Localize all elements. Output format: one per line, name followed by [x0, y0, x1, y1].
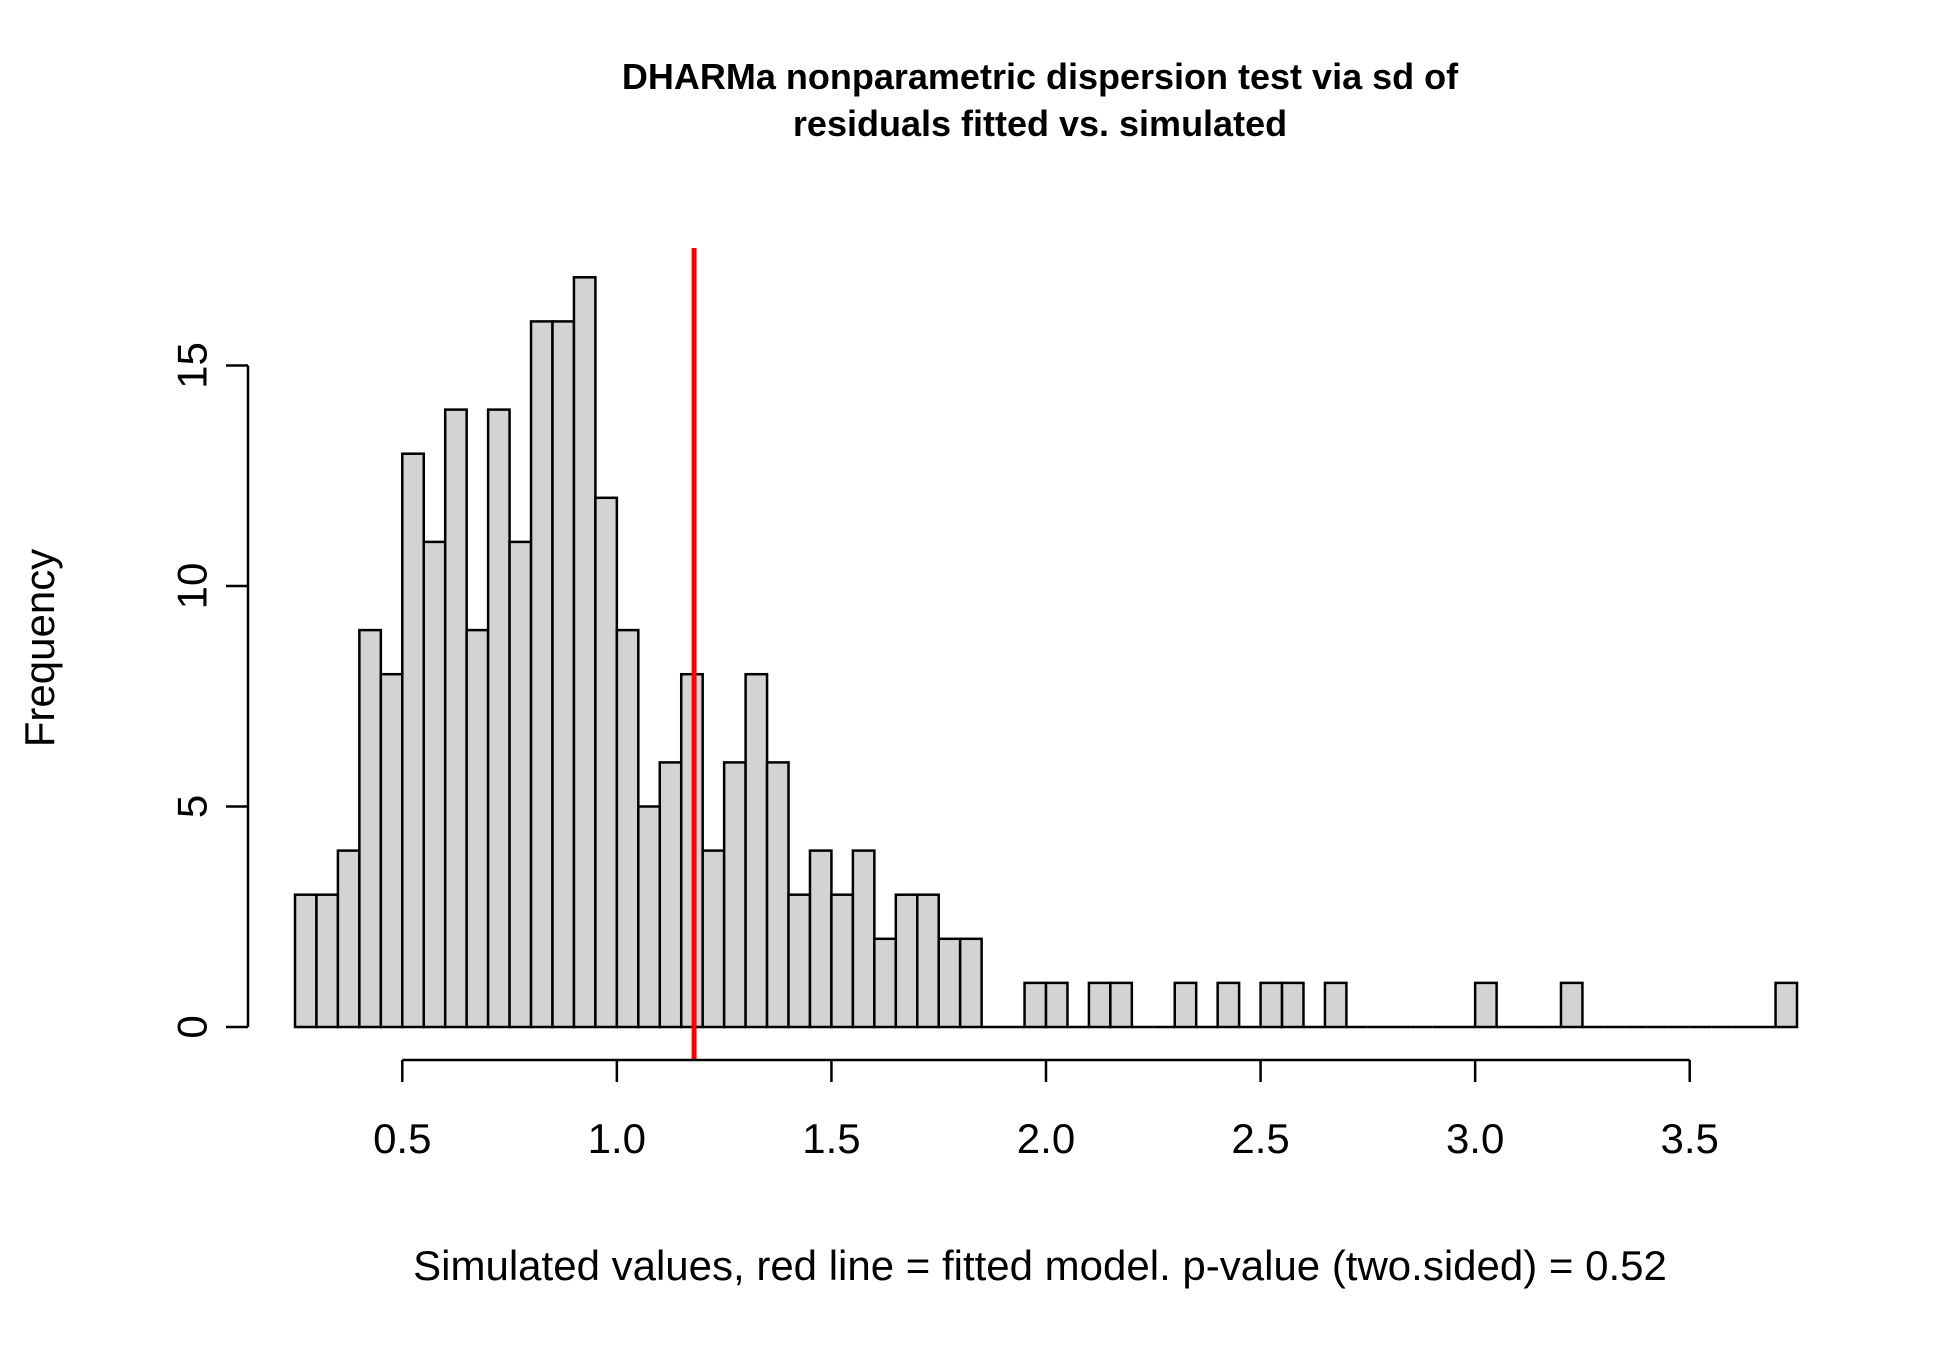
histogram-bar: [744, 672, 769, 1029]
x-tick-label: 3.0: [1446, 1115, 1504, 1162]
histogram-bar: [615, 628, 640, 1029]
x-tick-label: 1.0: [588, 1115, 646, 1162]
y-tick-label: 5: [169, 795, 216, 818]
histogram-bar: [1473, 981, 1498, 1029]
histogram-bar: [1216, 981, 1241, 1029]
histogram-bar: [637, 805, 662, 1029]
histogram-bar: [443, 408, 468, 1029]
histogram-bar: [808, 849, 833, 1029]
histogram-bar: [594, 496, 619, 1029]
histogram-bar: [1173, 981, 1198, 1029]
histogram-bar: [1559, 981, 1584, 1029]
histogram-bar: [830, 893, 855, 1029]
histogram-bar: [765, 761, 790, 1029]
y-axis: 0 5 10 15: [169, 342, 250, 1039]
histogram-bar: [722, 761, 747, 1029]
histogram-bar: [1023, 981, 1048, 1029]
histogram-bar: [336, 849, 361, 1029]
y-tick-label: 15: [169, 342, 216, 389]
chart-title-line-2: residuals fitted vs. simulated: [793, 103, 1287, 144]
histogram-bar: [529, 320, 554, 1029]
y-tick-label: 0: [169, 1015, 216, 1038]
x-tick-label: 3.5: [1661, 1115, 1719, 1162]
histogram-bar: [465, 628, 490, 1029]
x-axis: 0.5 1.0 1.5 2.0 2.5 3.0 3.5: [373, 1058, 1719, 1162]
histogram-bar: [315, 893, 340, 1029]
histogram-bar: [1774, 981, 1799, 1029]
histogram-bar: [401, 452, 425, 1029]
chart-title-line-1: DHARMa nonparametric dispersion test via…: [622, 56, 1459, 97]
histogram-bar: [851, 849, 876, 1029]
histogram-bar: [1087, 981, 1112, 1029]
histogram-bar: [658, 761, 683, 1029]
histogram-bar: [894, 893, 919, 1029]
histogram-bar: [916, 893, 940, 1029]
histogram-bar: [508, 540, 533, 1029]
histogram-bar: [379, 672, 404, 1029]
histogram-bar: [293, 893, 318, 1029]
x-axis-label: Simulated values, red line = fitted mode…: [413, 1242, 1667, 1289]
histogram-bar: [873, 937, 898, 1029]
histogram-bar: [958, 937, 983, 1029]
histogram-bar: [1259, 981, 1284, 1029]
histogram-bar: [358, 628, 383, 1029]
histogram-bar: [486, 408, 511, 1029]
x-tick-label: 2.5: [1231, 1115, 1289, 1162]
y-axis-label: Frequency: [16, 549, 63, 747]
histogram-bar: [1044, 981, 1069, 1029]
histogram-bar: [937, 937, 962, 1029]
y-tick-label: 10: [169, 563, 216, 610]
histogram-bar: [787, 893, 812, 1029]
x-tick-label: 2.0: [1017, 1115, 1075, 1162]
histogram-bar: [422, 540, 447, 1029]
histogram-bar: [701, 849, 726, 1029]
histogram-bars: [293, 276, 1799, 1029]
histogram-bar: [551, 320, 576, 1029]
histogram-bar: [1109, 981, 1134, 1029]
histogram-bar: [1280, 981, 1305, 1029]
x-tick-label: 1.5: [802, 1115, 860, 1162]
histogram-bar: [572, 276, 597, 1029]
x-tick-label: 0.5: [373, 1115, 431, 1162]
histogram-bar: [1323, 981, 1348, 1029]
